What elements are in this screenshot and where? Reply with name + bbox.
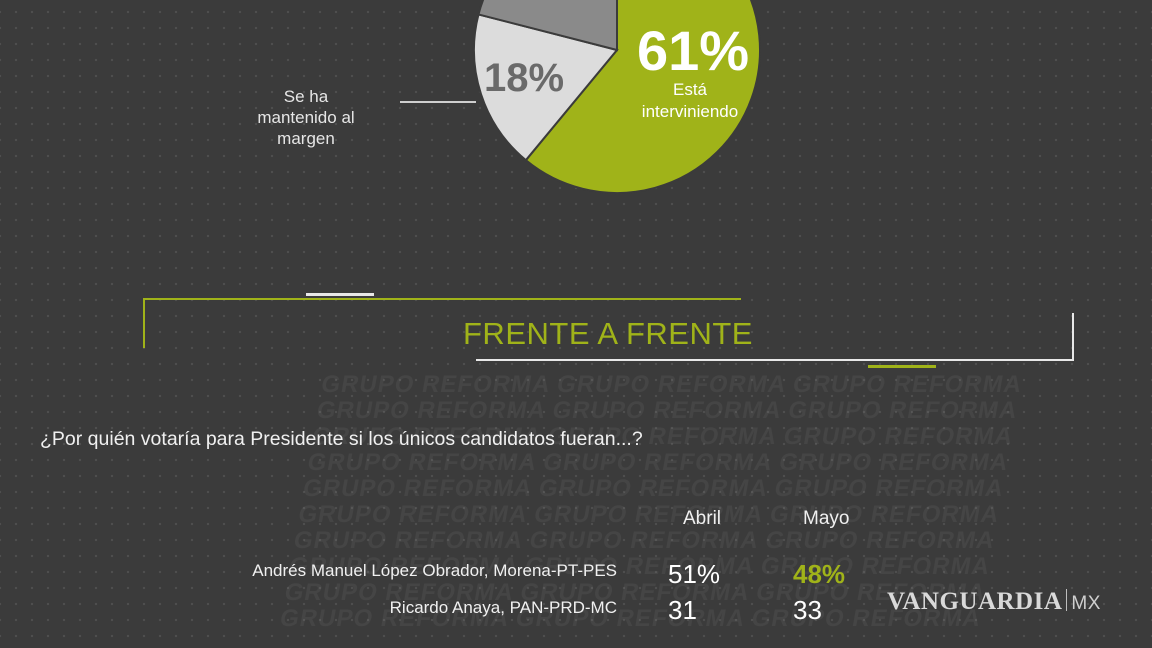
frame-bottom-line: [476, 359, 1074, 361]
value-row1-abril: 51%: [668, 559, 721, 589]
candidate-name-2: Ricardo Anaya, PAN-PRD-MC: [389, 598, 617, 617]
brand-suffix: MX: [1071, 593, 1101, 614]
frame-right-line: [1072, 313, 1074, 361]
value-row2-mayo: 33: [793, 595, 822, 625]
pie-slice-1: [473, 13, 619, 162]
pie-slice-2: [477, 0, 618, 52]
pie-slice-0: [524, 0, 761, 194]
brand-name: VANGUARDIA: [887, 588, 1063, 615]
column-header-mayo: Mayo: [803, 508, 850, 529]
pie-main-percent: 61%: [637, 19, 749, 82]
value-row1-mayo: 48%: [793, 559, 846, 589]
pie-side-percent: 18%: [484, 56, 564, 100]
candidate-name-1: Andrés Manuel López Obrador, Morena-PT-P…: [252, 561, 617, 580]
brand-separator: [1066, 589, 1068, 611]
column-header-abril: Abril: [683, 508, 722, 529]
value-row2-abril: 31: [668, 595, 697, 625]
frame-top-white-accent: [306, 293, 374, 296]
pie-main-label-line1: Está: [673, 80, 708, 99]
section-title: FRENTE A FRENTE: [463, 316, 753, 351]
frame-bottom-green-accent: [868, 365, 936, 368]
survey-question: ¿Por quién votaría para Presidente si lo…: [40, 428, 643, 450]
pie-main-label-line2: interviniendo: [642, 102, 738, 121]
pie-side-label: Se ha mantenido al margen: [257, 87, 355, 148]
vanguardia-logo: VANGUARDIA MX: [887, 588, 1101, 616]
pie-side-leader-line: [400, 101, 476, 103]
frame-top-line: [143, 298, 741, 300]
frame-left-line: [143, 298, 145, 348]
pie-chart: 61% Está interviniendo 18%: [473, 0, 761, 194]
